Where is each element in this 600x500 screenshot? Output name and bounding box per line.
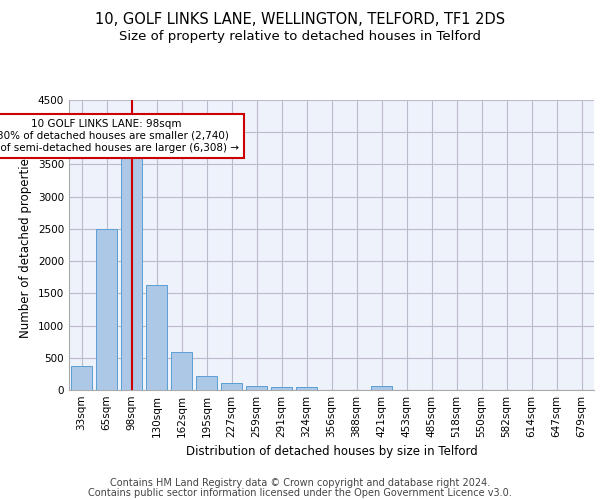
- Bar: [171, 352, 192, 390]
- X-axis label: Distribution of detached houses by size in Telford: Distribution of detached houses by size …: [185, 446, 478, 458]
- Bar: [246, 386, 267, 390]
- Bar: [96, 229, 117, 390]
- Bar: [296, 388, 317, 390]
- Text: 10, GOLF LINKS LANE, WELLINGTON, TELFORD, TF1 2DS: 10, GOLF LINKS LANE, WELLINGTON, TELFORD…: [95, 12, 505, 28]
- Bar: [146, 285, 167, 390]
- Text: Contains HM Land Registry data © Crown copyright and database right 2024.: Contains HM Land Registry data © Crown c…: [110, 478, 490, 488]
- Bar: [371, 386, 392, 390]
- Text: Size of property relative to detached houses in Telford: Size of property relative to detached ho…: [119, 30, 481, 43]
- Bar: [71, 366, 92, 390]
- Text: Contains public sector information licensed under the Open Government Licence v3: Contains public sector information licen…: [88, 488, 512, 498]
- Text: 10 GOLF LINKS LANE: 98sqm
← 30% of detached houses are smaller (2,740)
69% of se: 10 GOLF LINKS LANE: 98sqm ← 30% of detac…: [0, 120, 239, 152]
- Bar: [196, 376, 217, 390]
- Bar: [121, 148, 142, 390]
- Bar: [221, 383, 242, 390]
- Bar: [271, 387, 292, 390]
- Y-axis label: Number of detached properties: Number of detached properties: [19, 152, 32, 338]
